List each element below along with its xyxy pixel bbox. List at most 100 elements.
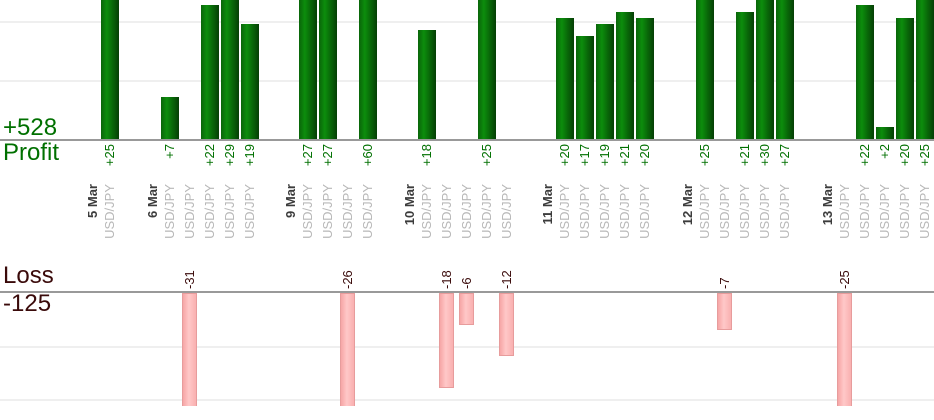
profit-value-label: +17 <box>577 144 592 167</box>
loss-gridline-10 <box>0 346 934 348</box>
instrument-label: USD/JPY <box>897 184 912 239</box>
date-label: 9 Mar <box>283 184 298 218</box>
profit-value-label: +20 <box>557 144 572 167</box>
profit-value-label: +7 <box>162 144 177 159</box>
loss-value-label: -25 <box>837 270 852 289</box>
profit-bar <box>201 5 219 139</box>
loss-bar <box>340 293 355 406</box>
profit-bar <box>241 24 259 139</box>
profit-value-label: +22 <box>857 144 872 167</box>
loss-value-label: -7 <box>717 277 732 289</box>
profit-bar <box>576 36 594 139</box>
profit-value-label: +21 <box>617 144 632 167</box>
instrument-label: USD/JPY <box>300 184 315 239</box>
profit-bar <box>636 18 654 139</box>
instrument-label: USD/JPY <box>637 184 652 239</box>
profit-gridline-20 <box>0 21 934 23</box>
loss-value-label: -18 <box>439 270 454 289</box>
instrument-label: USD/JPY <box>340 184 355 239</box>
profit-bar <box>299 0 317 139</box>
date-label: 6 Mar <box>145 184 160 218</box>
profit-total: +528 <box>3 114 58 141</box>
profit-value-label: +19 <box>242 144 257 167</box>
profit-plot-area <box>0 0 934 139</box>
profit-axis-line <box>0 139 934 141</box>
instrument-label: USD/JPY <box>242 184 257 239</box>
profit-value-label: +25 <box>917 144 932 167</box>
profit-gridline-10 <box>0 80 934 82</box>
instrument-label: USD/JPY <box>777 184 792 239</box>
profit-value-label: +30 <box>757 144 772 167</box>
date-label: 13 Mar <box>820 184 835 226</box>
profit-value-label: +20 <box>897 144 912 167</box>
instrument-label: USD/JPY <box>917 184 932 239</box>
profit-value-label: +27 <box>777 144 792 167</box>
profit-bar <box>916 0 934 139</box>
loss-bar <box>459 293 474 325</box>
instrument-label: USD/JPY <box>419 184 434 239</box>
instrument-label: USD/JPY <box>737 184 752 239</box>
instrument-label: USD/JPY <box>320 184 335 239</box>
date-label: 10 Mar <box>402 184 417 226</box>
instrument-label: USD/JPY <box>717 184 732 239</box>
instrument-label: USD/JPY <box>557 184 572 239</box>
profit-value-label: +19 <box>597 144 612 167</box>
profit-value-label: +27 <box>320 144 335 167</box>
instrument-label: USD/JPY <box>837 184 852 239</box>
profit-value-label: +22 <box>202 144 217 167</box>
loss-total: -125 <box>3 290 52 317</box>
instrument-label: USD/JPY <box>617 184 632 239</box>
profit-value-label: +2 <box>877 144 892 159</box>
instrument-label: USD/JPY <box>577 184 592 239</box>
loss-bar <box>182 293 197 406</box>
instrument-label: USD/JPY <box>877 184 892 239</box>
profit-bar <box>856 5 874 139</box>
instrument-label: USD/JPY <box>222 184 237 239</box>
profit-bar <box>161 97 179 139</box>
loss-bar <box>717 293 732 330</box>
instrument-label: USD/JPY <box>857 184 872 239</box>
loss-axis-label: Loss <box>3 262 54 289</box>
date-label: 11 Mar <box>540 184 555 225</box>
instrument-label: USD/JPY <box>202 184 217 239</box>
profit-value-label: +25 <box>479 144 494 167</box>
instrument-label: USD/JPY <box>182 184 197 239</box>
instrument-label: USD/JPY <box>459 184 474 239</box>
loss-bar <box>439 293 454 388</box>
profit-bar <box>596 24 614 139</box>
profit-bar <box>876 127 894 139</box>
profit-bar <box>478 0 496 139</box>
profit-value-label: +25 <box>697 144 712 167</box>
loss-axis-line <box>0 291 934 293</box>
loss-bar <box>837 293 852 406</box>
instrument-label: USD/JPY <box>439 184 454 239</box>
profit-bar <box>221 0 239 139</box>
loss-value-label: -26 <box>340 270 355 289</box>
profit-bar <box>696 0 714 139</box>
instrument-label: USD/JPY <box>102 184 117 239</box>
loss-value-label: -31 <box>182 270 197 289</box>
instrument-label: USD/JPY <box>597 184 612 239</box>
profit-bar <box>319 0 337 139</box>
profit-bar <box>616 12 634 139</box>
date-label: 5 Mar <box>85 184 100 218</box>
profit-bar <box>359 0 377 139</box>
profit-bar <box>418 30 436 139</box>
instrument-label: USD/JPY <box>162 184 177 239</box>
profit-bar <box>101 0 119 139</box>
loss-gridline-20 <box>0 399 934 401</box>
profit-value-label: +21 <box>737 144 752 167</box>
profit-bar <box>896 18 914 139</box>
instrument-label: USD/JPY <box>697 184 712 239</box>
profit-value-label: +20 <box>637 144 652 167</box>
profit-bar <box>556 18 574 139</box>
loss-value-label: -12 <box>499 270 514 289</box>
instrument-label: USD/JPY <box>757 184 772 239</box>
profit-value-label: +60 <box>360 144 375 167</box>
instrument-label: USD/JPY <box>499 184 514 239</box>
profit-axis-label: Profit <box>3 139 60 166</box>
instrument-label: USD/JPY <box>360 184 375 239</box>
profit-bar <box>776 0 794 139</box>
loss-value-label: -6 <box>459 277 474 289</box>
